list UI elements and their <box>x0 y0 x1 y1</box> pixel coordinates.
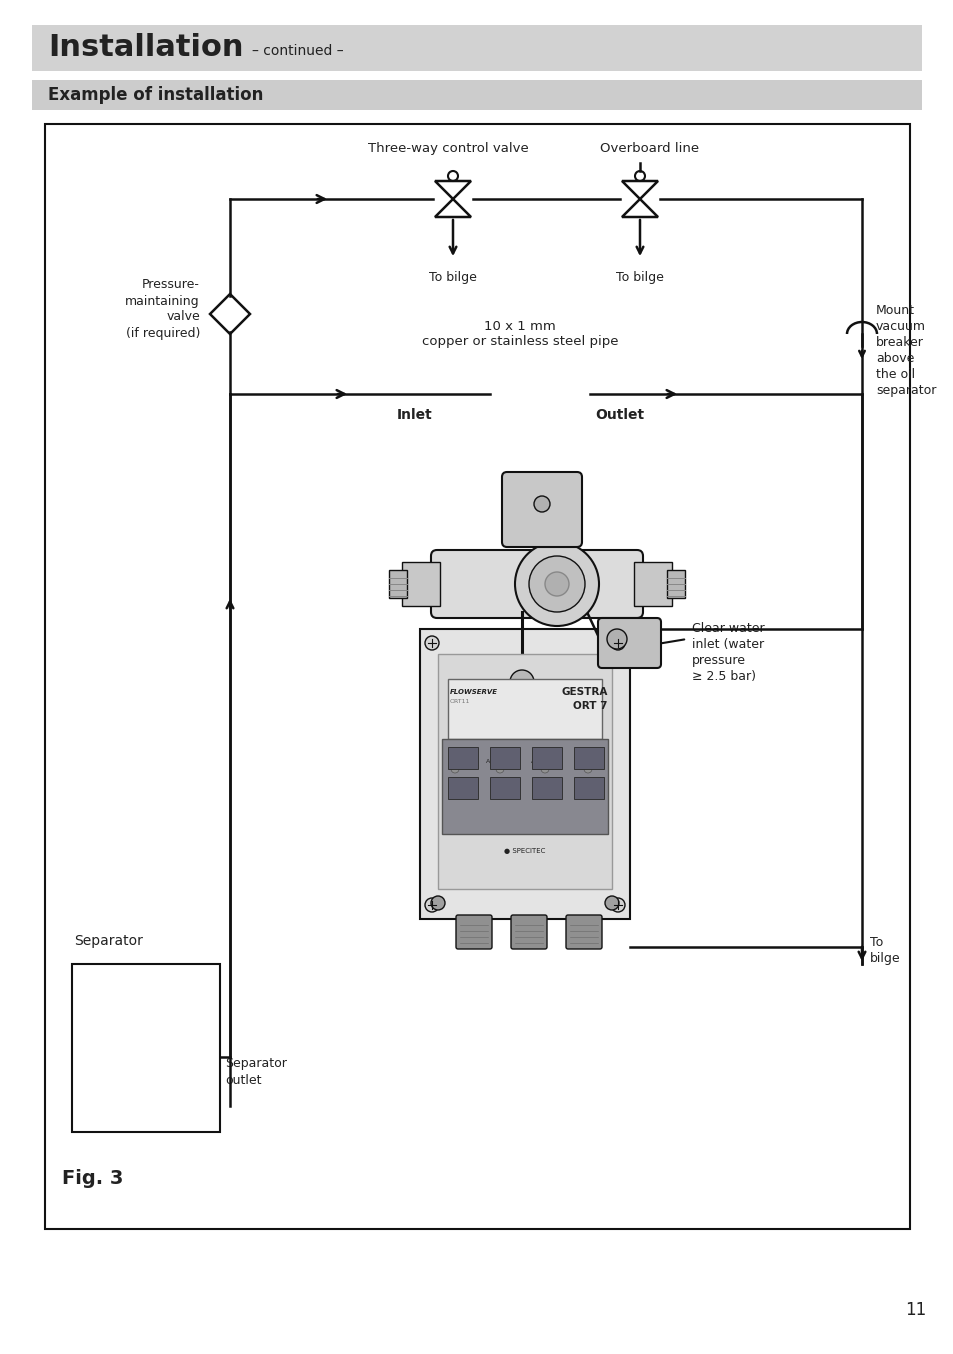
Circle shape <box>424 636 438 650</box>
Text: SYSTEM: SYSTEM <box>575 760 599 764</box>
Bar <box>574 747 603 769</box>
Text: GESTRA: GESTRA <box>561 686 607 697</box>
Text: Inlet: Inlet <box>396 408 433 422</box>
Text: Pressure-
maintaining
valve
(if required): Pressure- maintaining valve (if required… <box>125 279 200 340</box>
FancyBboxPatch shape <box>501 473 581 547</box>
Text: Installation: Installation <box>48 34 243 62</box>
Bar <box>574 777 603 799</box>
Text: ORT 7: ORT 7 <box>573 701 607 711</box>
Bar <box>448 777 477 799</box>
Bar <box>634 562 671 607</box>
Text: To bilge: To bilge <box>616 271 663 284</box>
Circle shape <box>534 496 550 512</box>
Text: ● SPECITEC: ● SPECITEC <box>504 848 545 854</box>
Circle shape <box>451 765 458 773</box>
Text: Separator
outlet: Separator outlet <box>225 1057 287 1086</box>
Bar <box>448 678 601 739</box>
Text: – continued –: – continued – <box>252 43 343 58</box>
Bar <box>448 747 477 769</box>
Text: Clear water
inlet (water
pressure
≥ 2.5 bar): Clear water inlet (water pressure ≥ 2.5 … <box>691 621 763 682</box>
Text: ALARM 2: ALARM 2 <box>531 760 558 764</box>
Circle shape <box>424 898 438 913</box>
Circle shape <box>510 670 534 695</box>
Text: To bilge: To bilge <box>429 271 476 284</box>
Text: Overboard line: Overboard line <box>599 142 699 154</box>
Bar <box>419 630 629 919</box>
Circle shape <box>529 556 584 612</box>
FancyBboxPatch shape <box>456 915 492 949</box>
Bar <box>437 654 612 890</box>
Text: Separator: Separator <box>74 934 143 948</box>
Bar <box>490 777 519 799</box>
Circle shape <box>496 765 503 773</box>
Text: Outlet: Outlet <box>595 408 644 422</box>
Text: Mount
vacuum
breaker
above
the oil
separator: Mount vacuum breaker above the oil separ… <box>875 305 936 397</box>
Bar <box>389 570 407 598</box>
Circle shape <box>544 571 568 596</box>
Text: FLOWSERVE: FLOWSERVE <box>450 689 497 695</box>
Circle shape <box>540 765 548 773</box>
Bar <box>441 739 607 834</box>
Bar <box>666 570 684 598</box>
FancyBboxPatch shape <box>431 550 642 617</box>
Text: To
bilge: To bilge <box>869 936 900 965</box>
Text: Three-way control valve: Three-way control valve <box>367 142 528 154</box>
Text: 10 x 1 mm
copper or stainless steel pipe: 10 x 1 mm copper or stainless steel pipe <box>421 320 618 348</box>
FancyBboxPatch shape <box>598 617 660 668</box>
FancyBboxPatch shape <box>511 915 546 949</box>
Bar <box>32 80 921 110</box>
Circle shape <box>515 542 598 626</box>
Text: Example of installation: Example of installation <box>48 87 263 104</box>
Bar <box>32 24 921 70</box>
Text: 11: 11 <box>904 1301 925 1319</box>
Bar <box>401 562 439 607</box>
Bar <box>532 747 561 769</box>
Circle shape <box>604 896 618 910</box>
Text: ORT11: ORT11 <box>450 699 470 704</box>
Circle shape <box>610 898 624 913</box>
Circle shape <box>606 630 626 649</box>
Text: Fig. 3: Fig. 3 <box>62 1170 123 1189</box>
Circle shape <box>431 896 444 910</box>
Bar <box>490 747 519 769</box>
Bar <box>532 777 561 799</box>
FancyBboxPatch shape <box>565 915 601 949</box>
Bar <box>45 125 909 1229</box>
Circle shape <box>583 765 592 773</box>
Text: ON: ON <box>450 760 459 764</box>
Circle shape <box>610 636 624 650</box>
Bar <box>71 964 220 1132</box>
Text: ALARM 1: ALARM 1 <box>486 760 514 764</box>
